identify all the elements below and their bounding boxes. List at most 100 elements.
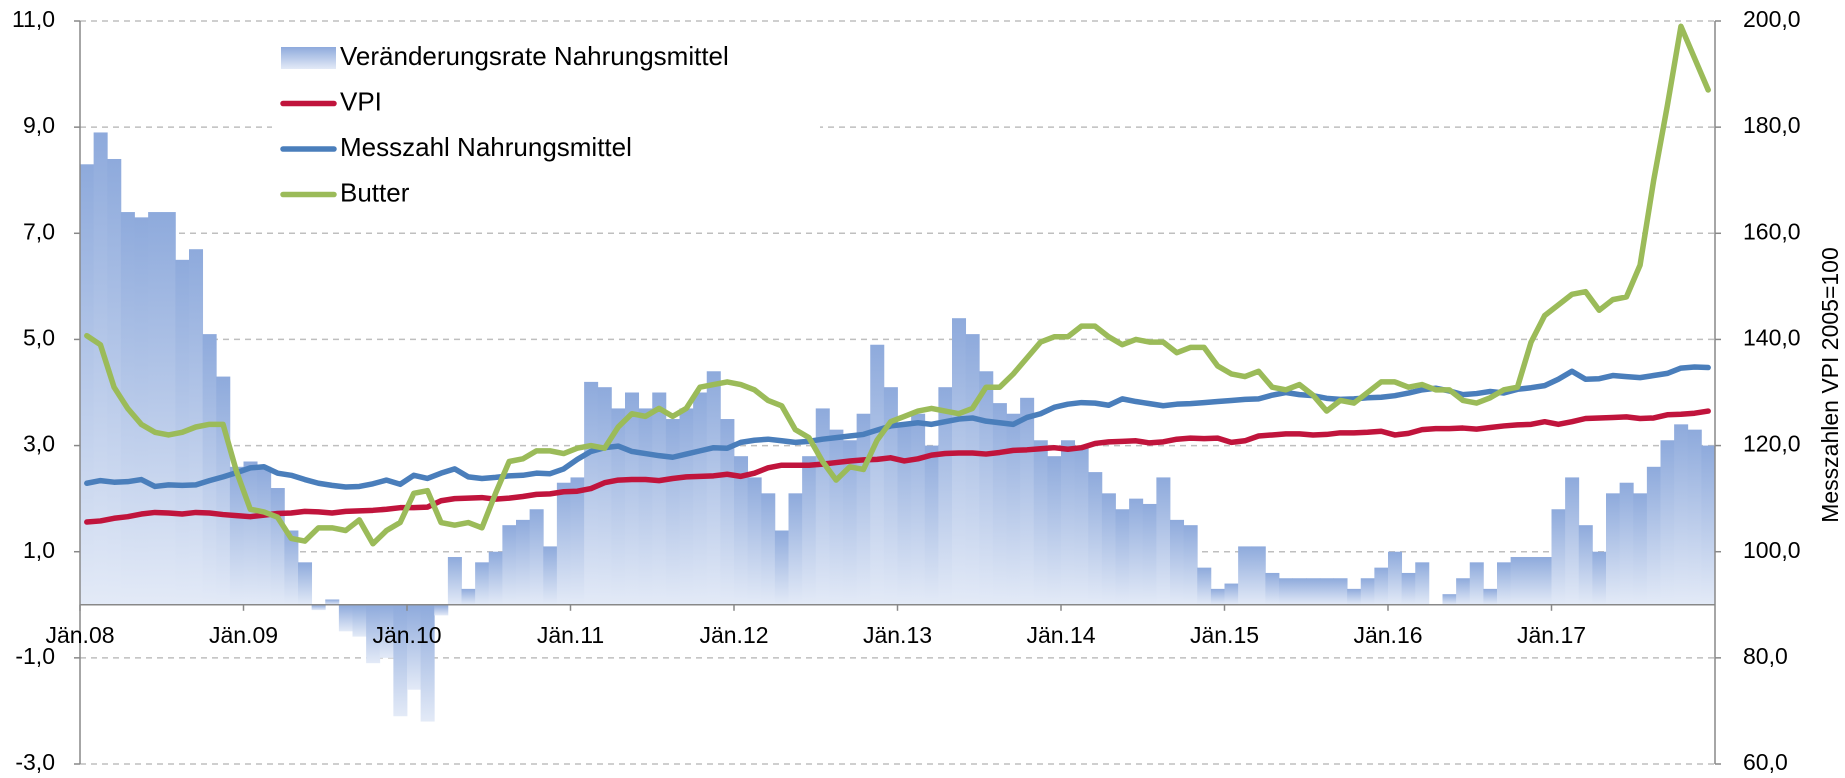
- bar: [1374, 567, 1389, 605]
- bar: [434, 604, 449, 616]
- bar: [447, 557, 462, 605]
- bar: [556, 482, 571, 605]
- x-tick-label: Jän.11: [537, 622, 604, 648]
- bar: [1510, 557, 1525, 605]
- bar: [1251, 546, 1266, 605]
- bar: [1660, 440, 1675, 605]
- bars: [80, 132, 1716, 722]
- y2-tick-label: 120,0: [1743, 431, 1801, 457]
- bar: [734, 456, 749, 605]
- bar: [257, 466, 272, 605]
- y-tick-label: 5,0: [23, 325, 55, 351]
- x-tick-label: Jän.14: [1026, 622, 1095, 648]
- x-tick-label: Jän.10: [372, 622, 441, 648]
- bar: [1210, 588, 1225, 605]
- y2-tick-label: 80,0: [1743, 643, 1788, 669]
- bar: [1061, 440, 1076, 605]
- bar: [379, 604, 394, 658]
- bar: [1129, 498, 1144, 605]
- bar: [393, 604, 408, 717]
- bar: [270, 488, 285, 605]
- bar: [1279, 578, 1294, 605]
- bar: [161, 212, 176, 605]
- bar: [1565, 477, 1580, 605]
- bar: [543, 546, 558, 605]
- legend-swatch: [281, 47, 336, 69]
- bar: [843, 440, 858, 605]
- bar: [665, 419, 680, 605]
- bar: [1415, 562, 1430, 605]
- bar: [1033, 440, 1048, 605]
- bar: [1687, 429, 1702, 605]
- lines: [84, 23, 1711, 547]
- bar: [1115, 509, 1130, 605]
- bar: [706, 371, 721, 605]
- legend-label: Veränderungsrate Nahrungsmittel: [340, 41, 729, 71]
- y2-tick-label: 60,0: [1743, 749, 1788, 775]
- bar: [1469, 562, 1484, 605]
- bar: [1388, 551, 1403, 605]
- bar: [1006, 413, 1021, 605]
- bar: [298, 562, 313, 605]
- bar: [1606, 493, 1621, 605]
- bar: [148, 212, 163, 605]
- legend-label: Messzahl Nahrungsmittel: [340, 132, 632, 162]
- bar: [325, 599, 340, 605]
- bar: [1088, 472, 1103, 605]
- bar: [584, 381, 599, 605]
- bar: [352, 604, 367, 637]
- bar: [570, 477, 585, 605]
- bar: [488, 551, 503, 605]
- bar: [802, 456, 817, 605]
- bar: [1170, 519, 1185, 605]
- bar: [1578, 525, 1593, 605]
- bar: [1619, 482, 1634, 605]
- y2-axis-label: Messzahlen VPI 2005=100: [1817, 247, 1843, 523]
- bar: [243, 461, 258, 605]
- bar: [1224, 583, 1239, 605]
- y-tick-label: -1,0: [15, 643, 55, 669]
- bar: [1497, 562, 1512, 605]
- bar: [992, 403, 1007, 605]
- bar: [761, 493, 776, 605]
- bar: [1319, 578, 1334, 605]
- bar: [611, 408, 626, 605]
- bar: [229, 466, 244, 605]
- y-tick-label: -3,0: [15, 749, 55, 775]
- bar: [1401, 572, 1416, 605]
- bar: [284, 530, 299, 605]
- bar: [1592, 551, 1607, 605]
- bar: [1074, 445, 1089, 605]
- bar: [1674, 424, 1689, 605]
- bar: [870, 344, 885, 605]
- bar: [1020, 397, 1035, 605]
- line-series: [84, 408, 1711, 525]
- y-tick-label: 7,0: [23, 218, 55, 244]
- bar: [1537, 557, 1552, 605]
- line-series: [84, 23, 1711, 547]
- bar: [897, 424, 912, 605]
- bar: [774, 530, 789, 605]
- x-tick-label: Jän.08: [45, 622, 114, 648]
- bar: [461, 588, 476, 605]
- bar: [1306, 578, 1321, 605]
- bar: [338, 604, 353, 632]
- bar: [1551, 509, 1566, 605]
- y-tick-label: 3,0: [23, 431, 55, 457]
- bar: [679, 408, 694, 605]
- legend-label: Butter: [340, 177, 410, 207]
- bar: [952, 318, 967, 605]
- legend: Veränderungsrate Nahrungsmittel VPI Messza…: [272, 36, 820, 216]
- bar: [529, 509, 544, 605]
- bar: [883, 387, 898, 605]
- bar: [420, 604, 435, 722]
- y2-tick-label: 200,0: [1743, 6, 1801, 32]
- bar: [1156, 477, 1171, 605]
- bar: [80, 164, 95, 605]
- bar: [1292, 578, 1307, 605]
- bar: [965, 334, 980, 605]
- y-tick-label: 1,0: [23, 537, 55, 563]
- y2-tick-label: 160,0: [1743, 218, 1801, 244]
- bar: [202, 334, 217, 605]
- bar: [1646, 466, 1661, 605]
